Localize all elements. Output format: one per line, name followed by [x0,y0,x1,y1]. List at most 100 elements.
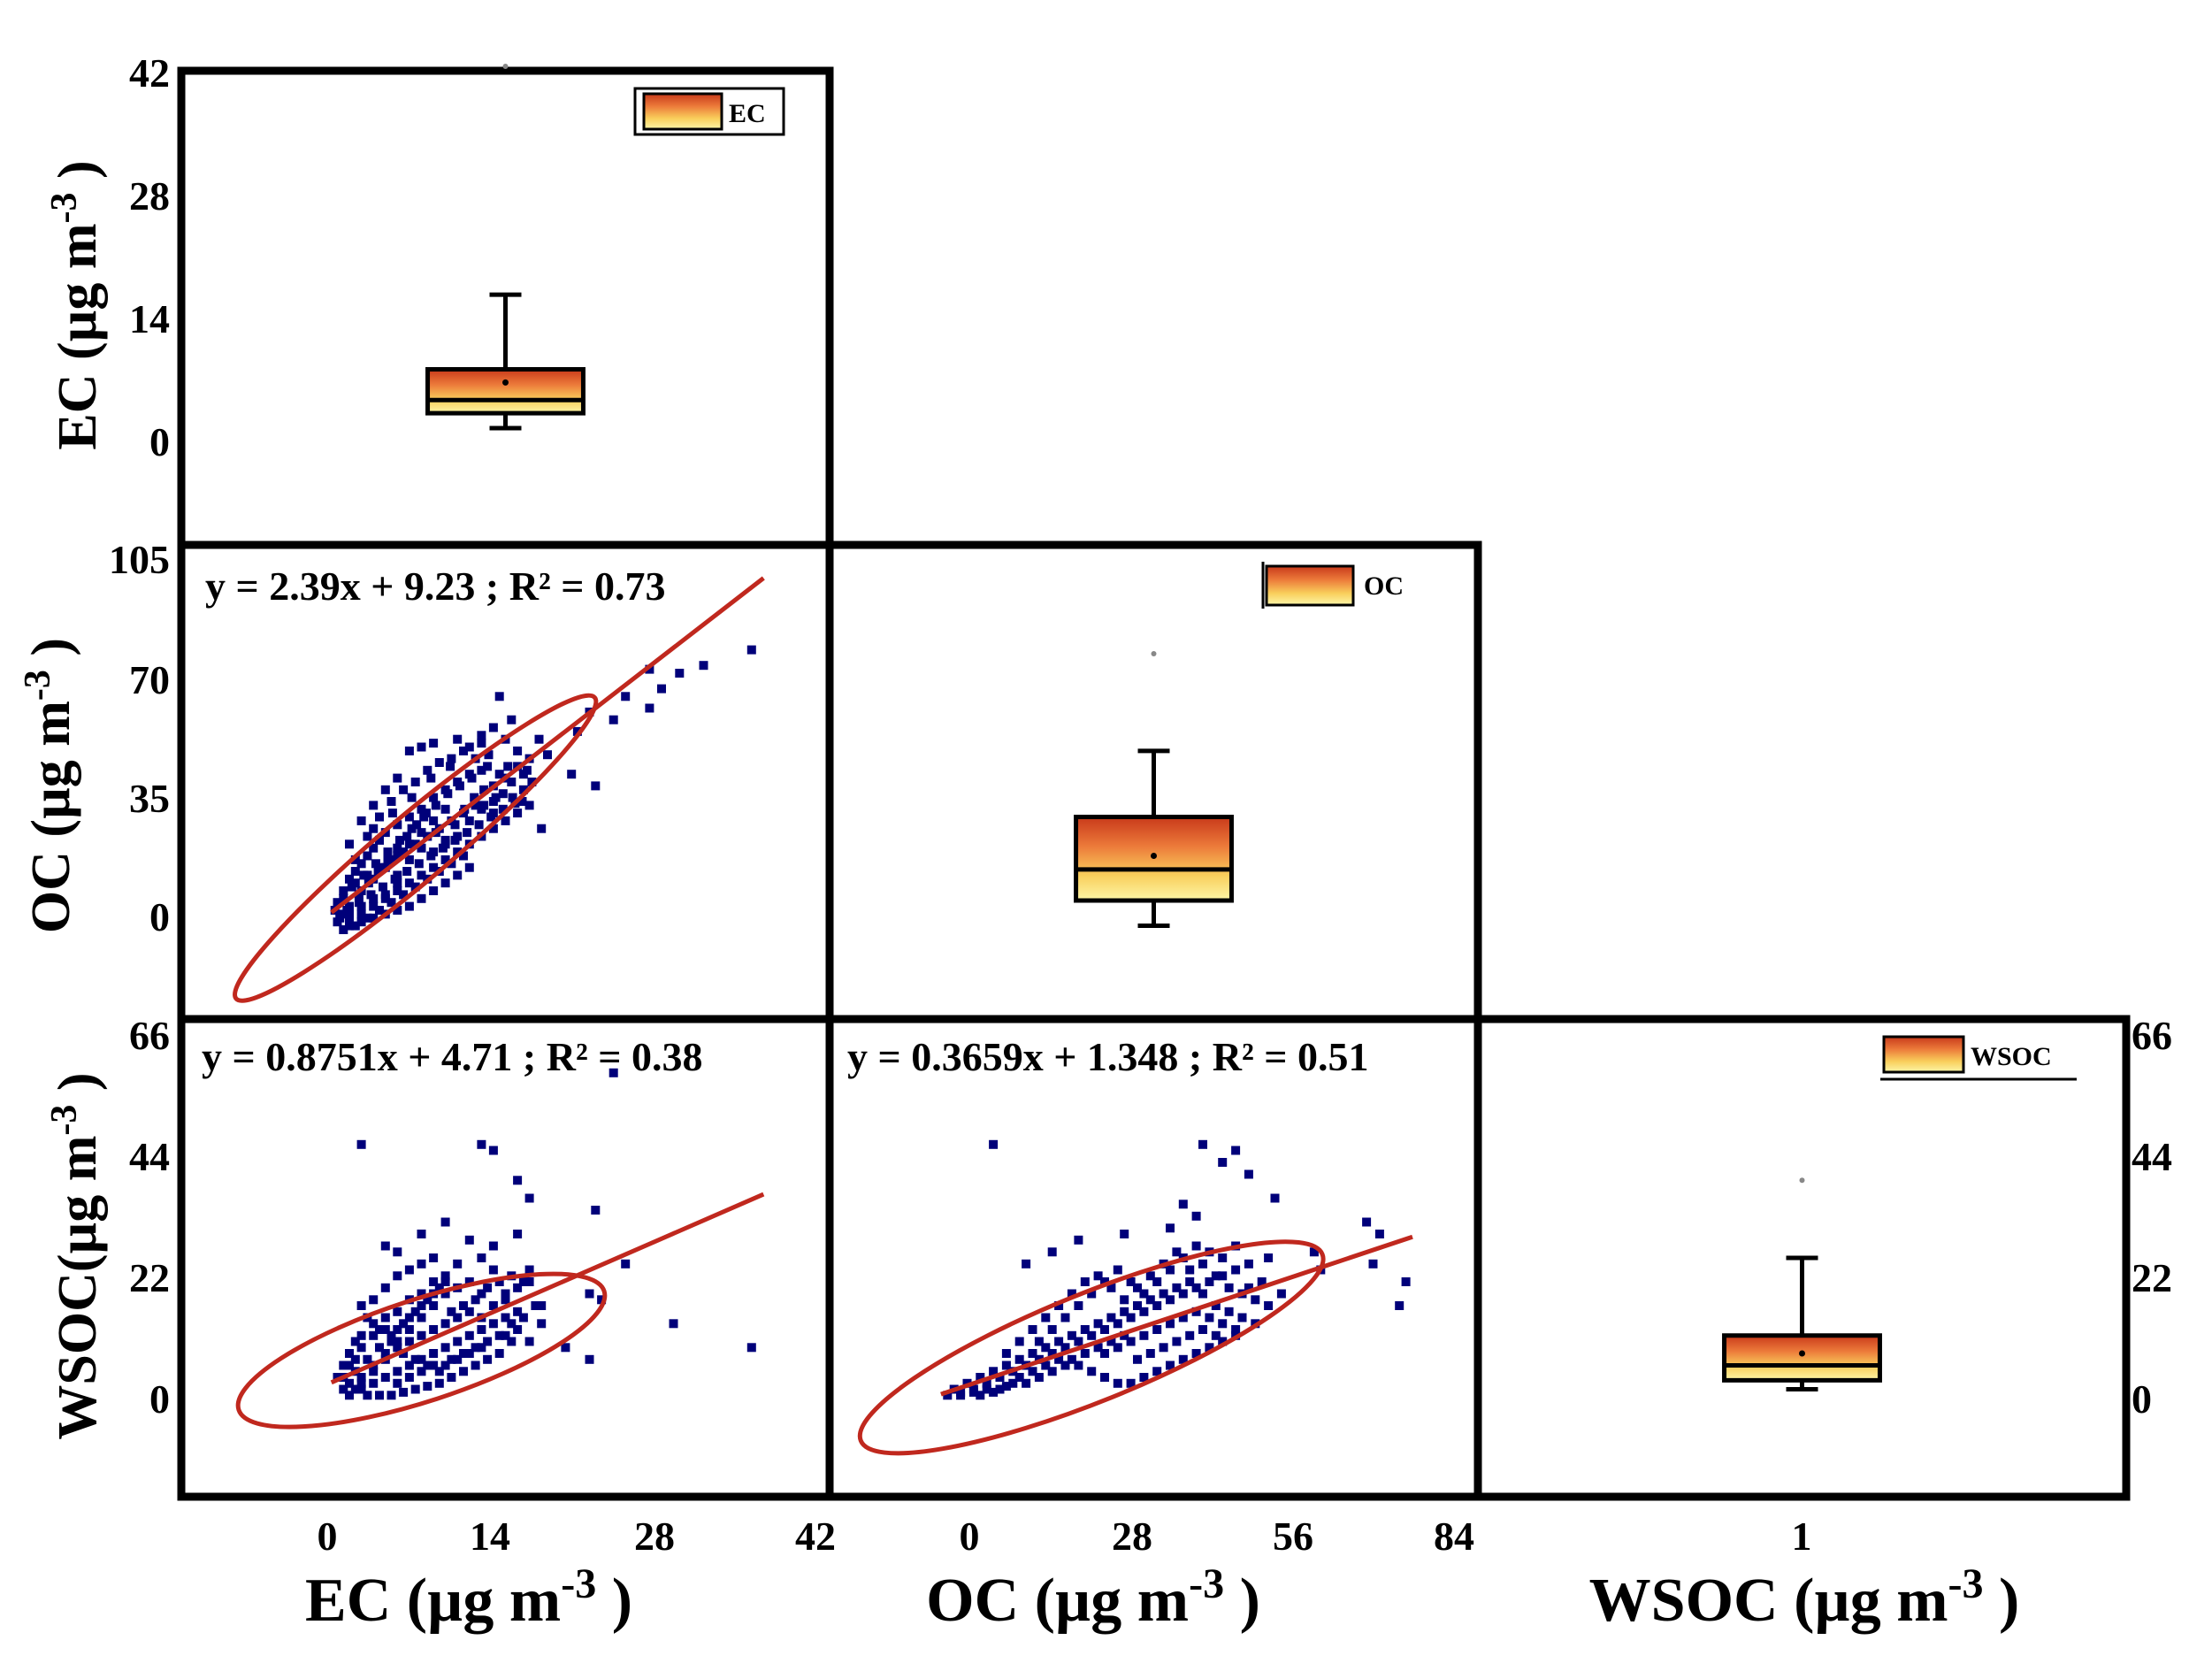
panel-ec-oc-point-134 [393,870,402,880]
panel-oc-wsoc-point-66 [1224,1307,1234,1316]
panel-ec-wsoc-point-116 [404,1265,414,1275]
panel-oc-wsoc-point-8 [1362,1217,1372,1227]
panel-ec-oc-point-143 [339,925,348,934]
panel-oc-wsoc-point-160 [1054,1354,1064,1364]
panel-oc-wsoc-point-55 [1080,1325,1090,1334]
ytick-oc-70: 70 [129,657,170,702]
panel-ec-oc-point-174 [421,809,431,818]
panel-ec-oc-point-58 [513,809,523,818]
panel-ec-wsoc-point-75 [417,1313,426,1322]
panel-ec-oc-point-155 [453,870,463,880]
xtick-oc-28: 28 [1112,1514,1152,1559]
panel-ec-oc-point-136 [417,843,426,853]
panel-ec-oc-point-72 [379,882,387,892]
panel-oc-wsoc-point-134 [1139,1330,1149,1340]
panel-ec-oc-point-127 [507,778,517,786]
panel-ec-wsoc-point-105 [423,1295,432,1305]
panel-ec-oc-point-0 [746,645,756,655]
panel-ec-oc-point-138 [393,878,402,888]
panel-ec-oc-point-53 [453,847,463,857]
panel-oc-wsoc-point-113 [1080,1277,1090,1286]
panel-ec-wsoc-point-77 [440,1289,450,1299]
panel-oc-wsoc-point-150 [1080,1349,1090,1358]
panel-ec-oc-point-157 [429,886,439,895]
panel-oc-wsoc-point-26 [1178,1289,1188,1299]
panel-oc-wsoc-point-87 [995,1384,1005,1394]
panel-ec-wsoc-point-152 [404,1313,414,1322]
panel-ec-wsoc-point-139 [417,1367,426,1376]
ylabel-oc: OC (µg m-3 ) [18,638,81,933]
xlabel-ec-close: ) [596,1567,632,1635]
legend-wsoc: WSOC [1880,1035,2077,1081]
panel-ec-wsoc-point-89 [453,1313,463,1322]
panel-oc-wsoc-point-84 [1034,1373,1044,1382]
ylabel-wsoc-sup: -3 [44,1105,85,1136]
panel-ec-wsoc-point-56 [507,1337,517,1346]
panel-oc-wsoc-point-14 [1191,1211,1201,1221]
panel-ec-wsoc-point-96 [369,1367,379,1376]
panel-ec-oc-point-145 [363,913,372,923]
panel-ec-wsoc-point-104 [410,1307,420,1316]
panel-ec-wsoc-point-79 [464,1277,474,1286]
panel-ec-oc-point-34 [375,835,384,845]
panel-oc-wsoc-point-52 [1041,1343,1051,1353]
panel-ec-wsoc-point-45 [393,1367,402,1376]
panel-oc-wsoc-point-133 [1126,1337,1136,1346]
panel-ec-oc-point-62 [498,804,508,814]
panel-oc-wsoc-point-79 [1100,1373,1109,1382]
panel-ec-wsoc-point-143 [464,1349,474,1358]
legend-oc: OC [1261,562,1404,609]
panel-ec-oc-point-194 [369,824,379,833]
xtick-ec-28: 28 [634,1514,675,1559]
panel-oc-wsoc-point-117 [1133,1283,1142,1292]
panel-oc-wsoc-point-94 [1074,1301,1083,1310]
panel-ec-wsoc-point-145 [345,1361,354,1370]
panel-ec-wsoc-point-52 [477,1325,486,1334]
panel-oc-wsoc-point-58 [1120,1307,1129,1316]
panel-ec-wsoc-point-149 [369,1330,379,1340]
panel-ec-wsoc-point-86 [501,1330,510,1340]
panel-ec-wsoc-point-37 [345,1349,354,1358]
panel-oc-wsoc-point-146 [1185,1330,1195,1340]
panel-oc-wsoc-point-88 [982,1384,991,1394]
panel-ec-wsoc-point-67 [375,1391,384,1400]
panel-oc-wsoc-point-138 [1191,1307,1201,1316]
xlabel-oc-main: OC (µg m [926,1567,1189,1635]
panel-ec-wsoc-point-117 [417,1259,426,1269]
panel-oc-wsoc-point-131 [1100,1349,1109,1358]
panel-ec-wsoc-point-3 [608,1068,618,1077]
panel-oc-wsoc-point-114 [1093,1271,1103,1281]
xlabel-oc-close: ) [1224,1567,1260,1635]
panel-ec-oc-point-59 [524,801,534,810]
panel-ec-oc-point-29 [429,793,439,802]
panel-ec-oc-point-69 [414,859,424,869]
panel-oc-wsoc-point-142 [1133,1354,1142,1364]
panel-ec-wsoc-point-92 [417,1330,426,1340]
panel-ec-oc-point-164 [345,921,354,931]
panel-oc-wsoc-point-143 [1145,1349,1155,1358]
panel-ec-wsoc-point-107 [447,1307,456,1316]
panel-ec-wsoc-point-90 [440,1319,450,1329]
panel-ec-oc-point-198 [464,816,474,825]
ytick-right-wsoc-44: 44 [2132,1134,2172,1179]
panel-ec-wsoc-point-124 [410,1354,420,1364]
xtick-ec-14: 14 [470,1514,510,1559]
panel-ec-oc-point-130 [513,746,523,755]
panel-oc-wsoc-point-111 [1054,1301,1064,1310]
panel-oc-wsoc-point-70 [1218,1337,1228,1346]
panel-oc-wsoc-point-126 [1251,1295,1260,1305]
panel-ec-wsoc-point-72 [380,1349,390,1358]
panel-oc-wsoc-point-83 [1047,1367,1057,1376]
panel-ec-oc-point-165 [339,909,348,919]
panel-ec-oc-point-10 [543,750,552,760]
panel-ec-wsoc-point-32 [393,1307,402,1316]
panel-ec-oc-point-65 [463,828,472,838]
panel-wsoc-wsoc-frame [1473,1015,2131,1501]
panel-ec-oc-point-14 [537,824,547,833]
panel-ec-oc-point-171 [393,843,402,853]
panel-ec-wsoc-point-42 [356,1384,366,1394]
panel-oc-wsoc-point-2 [1244,1169,1253,1179]
panel-ec-oc-point-117 [387,797,396,806]
panel-ec-wsoc-confidence-ellipse [235,1271,608,1430]
